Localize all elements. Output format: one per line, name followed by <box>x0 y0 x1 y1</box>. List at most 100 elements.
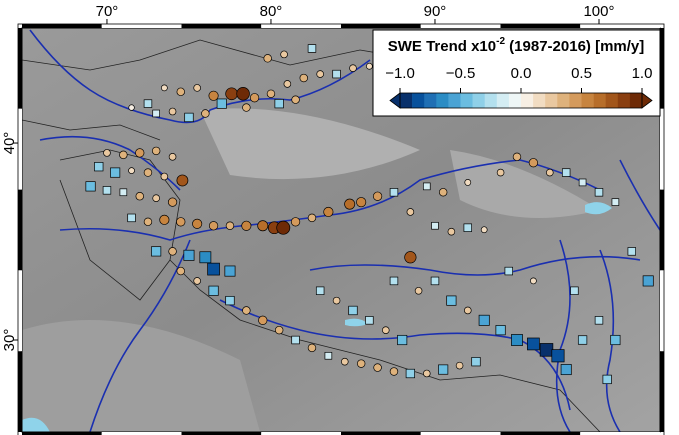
trend-circle <box>135 148 145 158</box>
title-exponent: -2 <box>496 36 505 47</box>
boundary <box>59 149 601 432</box>
colorbar-swatch <box>581 93 594 108</box>
title-rest: (1987-2016) [mm/y] <box>505 38 644 55</box>
trend-circle <box>167 197 178 207</box>
tsangpo-river <box>219 299 571 411</box>
trend-square <box>471 357 481 367</box>
trend-square <box>422 182 431 191</box>
river <box>309 255 641 276</box>
trend-circle <box>307 213 317 223</box>
points <box>85 42 654 385</box>
trend-circle <box>406 208 415 216</box>
trend-square <box>307 44 317 53</box>
trend-circle <box>356 359 366 368</box>
trend-circle <box>176 87 185 97</box>
colorbar-swatch <box>436 93 449 108</box>
trend-square <box>611 198 620 206</box>
trend-square <box>143 99 153 108</box>
trend-circle <box>299 73 308 83</box>
colorbar-swatch <box>545 93 558 108</box>
trend-square <box>431 221 439 230</box>
trend-circle <box>152 194 160 202</box>
trend-circle <box>160 172 169 181</box>
trend-circle <box>249 93 260 103</box>
colorbar-title: SWE Trend x10-2 (1987-2016) [mm/y] <box>388 36 645 55</box>
trend-square <box>207 262 220 276</box>
trend-square <box>627 247 637 256</box>
trend-circle <box>242 306 251 315</box>
trend-square <box>504 266 513 276</box>
boundary <box>22 119 161 141</box>
trend-square <box>438 364 449 375</box>
trend-circle <box>512 152 522 162</box>
colorbar-swatch <box>593 93 606 108</box>
trend-square <box>199 251 212 264</box>
trend-circle <box>143 168 153 177</box>
qaidam-basin <box>450 150 600 218</box>
trend-circle <box>389 367 399 376</box>
trend-square <box>127 213 136 223</box>
trend-circle <box>128 167 135 174</box>
trend-square <box>463 223 472 232</box>
frame-outer <box>17 23 665 435</box>
trend-circle <box>201 109 210 118</box>
trend-square <box>539 343 554 357</box>
trend-circle <box>192 218 203 229</box>
trend-circle <box>193 277 201 285</box>
colorbar-swatch <box>605 93 619 108</box>
trend-square <box>119 188 128 197</box>
trend-circle <box>159 214 170 225</box>
trend-circle <box>168 247 177 256</box>
colorbar-swatch <box>460 93 473 108</box>
trend-circle <box>463 306 472 315</box>
trend-circle <box>280 50 288 59</box>
trend-square <box>110 167 121 178</box>
lon-tick-label: 100° <box>583 3 614 20</box>
colorbar-swatch <box>448 93 461 108</box>
trend-square <box>184 112 194 123</box>
sea <box>22 417 50 432</box>
trend-circle <box>236 87 250 101</box>
colorbar-swatch <box>496 93 510 108</box>
trend-square <box>527 337 540 351</box>
trend-circle <box>356 197 367 208</box>
colorbar-swatch <box>508 93 522 108</box>
trend-square <box>389 188 399 197</box>
trend-square <box>405 368 416 379</box>
trend-circle <box>242 103 251 112</box>
trend-square <box>151 246 162 257</box>
colorbar-swatch <box>484 93 498 108</box>
lake <box>585 202 612 215</box>
trend-circle <box>143 217 153 227</box>
trend-circle <box>496 168 505 177</box>
trend-square <box>291 335 300 345</box>
trend-circle <box>225 221 235 230</box>
river <box>619 159 660 231</box>
trend-circle <box>464 179 472 186</box>
colorbar-tick-label: 0.5 <box>571 65 592 82</box>
trend-circle <box>438 188 448 197</box>
trend-circle <box>381 326 390 334</box>
colorbar-swatch <box>533 93 546 108</box>
colorbar-tick-label: 1.0 <box>632 65 653 82</box>
trend-square <box>183 249 195 261</box>
indus-plain <box>22 320 260 432</box>
trend-circle <box>258 315 268 325</box>
title-main: SWE Trend x10 <box>388 38 496 55</box>
colorbar-legend: SWE Trend x10-2 (1987-2016) [mm/y] −1.0 −… <box>372 29 661 117</box>
lake <box>345 318 368 327</box>
trend-square <box>594 188 604 197</box>
lon-tick-label: 80° <box>260 3 283 20</box>
trend-square <box>578 178 587 187</box>
trend-circle <box>349 64 357 72</box>
trend-square <box>274 99 284 109</box>
trend-circle <box>291 95 300 104</box>
trend-circle <box>176 266 185 276</box>
trend-circle <box>316 70 324 78</box>
trend-circle <box>208 90 219 101</box>
trend-circle <box>344 198 356 210</box>
trend-circle <box>128 104 135 111</box>
trend-circle <box>208 221 219 231</box>
boundary <box>59 179 171 301</box>
trend-square <box>315 286 325 295</box>
